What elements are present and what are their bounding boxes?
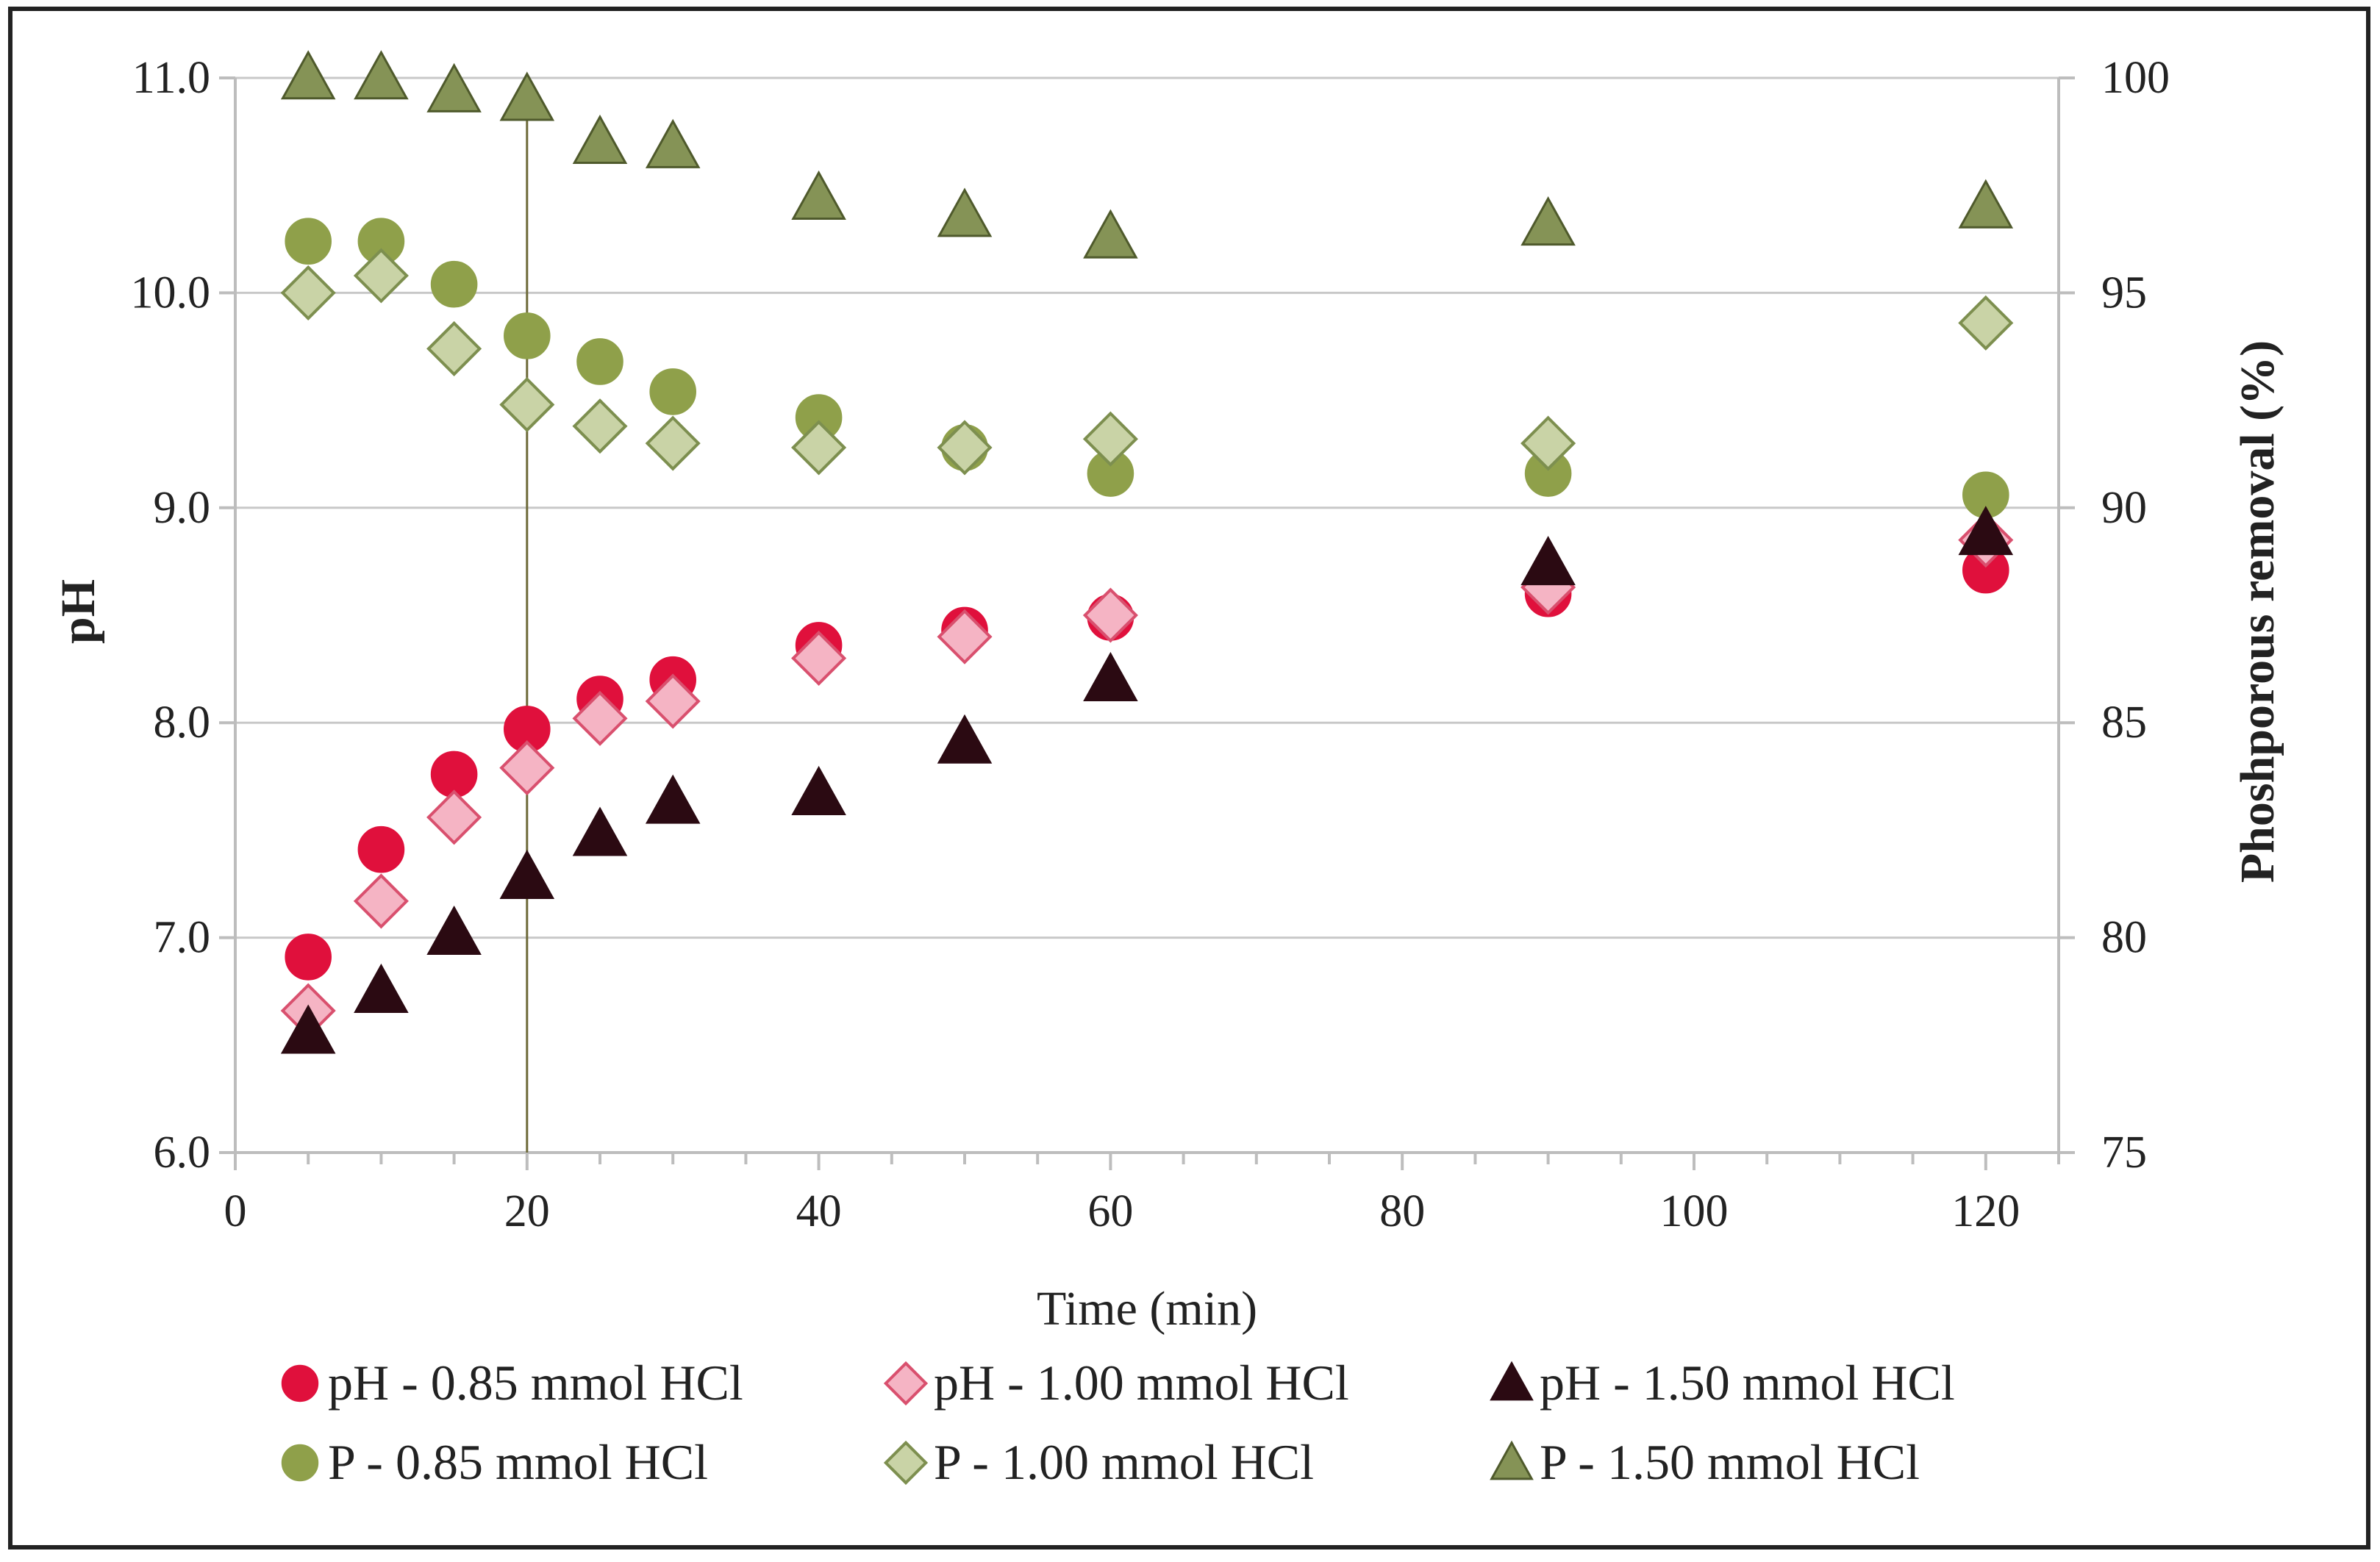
data-point [430,260,478,308]
data-point [504,312,551,359]
data-point [645,673,701,729]
data-points [280,50,2014,1054]
data-point [1520,196,1576,246]
data-point [791,170,846,221]
data-point [1083,209,1138,259]
data-point [426,905,482,956]
data-point [1082,411,1138,467]
data-point [499,849,555,900]
data-point [937,187,993,237]
data-point [426,789,482,845]
x-tick-label: 60 [1087,1186,1133,1236]
y2-tick-label: 80 [2101,913,2147,963]
y-tick-label: 7.0 [154,913,211,963]
data-point [353,248,409,304]
legend-marker [281,1444,319,1482]
data-point [1520,536,1576,586]
y-tick-label: 11.0 [132,53,210,103]
x-tick-label: 40 [796,1186,842,1236]
y2-axis-title: Phoshporous removal (%) [2231,340,2284,883]
x-tick-label: 80 [1379,1186,1425,1236]
legend-label: P - 1.00 mmol HCl [934,1434,1314,1490]
series-p-1-50-mmol-hcl [280,50,2014,259]
data-point [1520,415,1576,471]
data-point [572,114,628,164]
legend-label: pH - 1.00 mmol HCl [934,1355,1349,1411]
x-axis-title: Time (min) [1037,1282,1257,1336]
legend-item: pH - 1.50 mmol HCl [1490,1355,1955,1411]
data-point [1083,651,1138,701]
data-point [354,963,409,1013]
y2-tick-label: 95 [2101,268,2147,318]
legend-label: pH - 0.85 mmol HCl [328,1355,743,1411]
legend-item: P - 1.50 mmol HCl [1490,1434,1920,1490]
legend-item: P - 1.00 mmol HCl [883,1434,1314,1490]
y2-tick-label: 85 [2101,698,2147,748]
data-point [426,62,482,112]
x-tick-label: 20 [504,1186,550,1236]
data-point [1958,506,2014,556]
legend: pH - 0.85 mmol HCl pH - 1.00 mmol HCl pH -… [281,1355,1955,1490]
data-point [791,630,847,687]
legend-marker [1490,1361,1534,1401]
y-tick-label: 9.0 [154,483,211,533]
x-tick-label: 0 [224,1186,247,1236]
outer-border [8,7,2370,1550]
data-point [499,740,555,796]
data-point [791,765,846,815]
data-point [937,609,993,664]
data-point [499,376,555,432]
series-p-1-00-mmol-hcl [280,248,2014,476]
data-point [645,118,701,168]
data-point [645,774,701,824]
legend-label: pH - 1.50 mmol HCl [1540,1355,1955,1411]
y-axis-title: pH [51,579,105,644]
y-tick-label: 10.0 [131,268,211,318]
data-point [937,714,993,764]
x-tick-label: 120 [1951,1186,2020,1236]
data-point [354,50,409,100]
data-point [285,218,332,265]
legend-marker [281,1364,319,1402]
legend-label: P - 1.50 mmol HCl [1540,1434,1920,1490]
legend-item: pH - 1.00 mmol HCl [883,1355,1349,1411]
data-point [937,420,993,476]
data-point [353,873,409,929]
data-point [649,368,697,415]
legend-item: P - 0.85 mmol HCl [281,1434,708,1490]
data-point [499,71,555,121]
y-tick-label: 8.0 [154,698,211,748]
data-point [357,825,405,873]
data-point [1082,587,1138,643]
data-point [572,690,628,746]
legend-label: P - 0.85 mmol HCl [328,1434,708,1490]
y2-tick-label: 100 [2101,53,2170,103]
data-point [1958,295,2014,351]
legend-marker [883,1361,929,1406]
data-point [645,415,701,471]
series-ph-1-50-mmol-hcl [280,506,2014,1054]
data-point [572,398,628,454]
x-tick-label: 100 [1660,1186,1729,1236]
legend-marker [1490,1440,1534,1480]
data-point [280,265,336,320]
data-point [1958,179,2014,229]
data-point [285,934,332,981]
data-point [791,420,847,476]
tick-labels: 6.0 7.0 8.0 9.0 10.0 11.0 75 80 85 90 95 100 0 20 40 60… [131,53,2170,1236]
y2-tick-label: 90 [2101,483,2147,533]
y-tick-label: 6.0 [154,1128,211,1178]
data-point [426,320,482,376]
axes [219,76,2075,1170]
data-point [280,1004,336,1054]
data-point [572,806,628,856]
data-point [576,338,623,385]
data-point [280,50,336,100]
legend-marker [883,1440,929,1486]
legend-item: pH - 0.85 mmol HCl [281,1355,743,1411]
y2-tick-label: 75 [2101,1128,2147,1178]
